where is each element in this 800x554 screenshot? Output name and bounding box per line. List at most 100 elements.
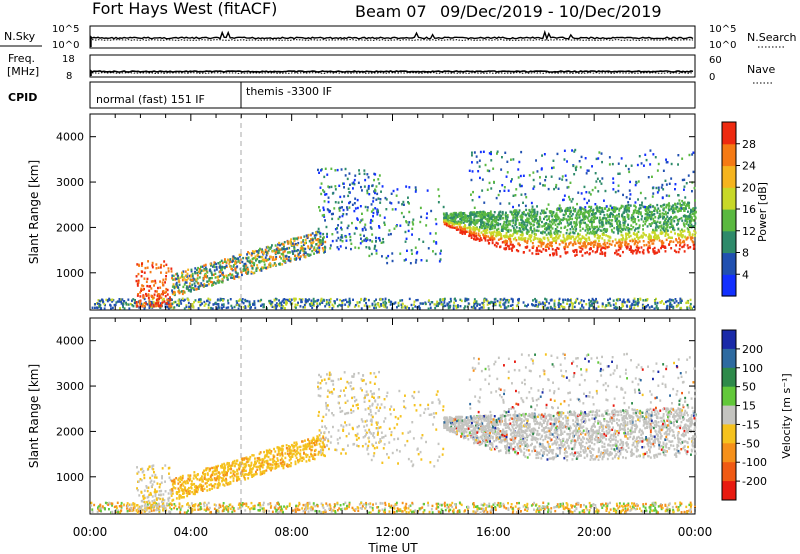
scatter-cell <box>222 509 225 512</box>
scatter-cell <box>510 240 513 244</box>
scatter-cell <box>293 299 296 302</box>
scatter-cell <box>522 223 525 226</box>
scatter-cell <box>490 222 493 225</box>
scatter-cell <box>358 169 360 172</box>
scatter-cell <box>156 294 159 298</box>
scatter-cell <box>222 305 225 308</box>
noise-right-tick-top: 10^5 <box>709 24 736 35</box>
scatter-cell <box>324 167 327 170</box>
colorbar-tick-label: 4 <box>742 268 749 281</box>
scatter-cell <box>171 302 174 305</box>
scatter-cell <box>150 287 153 290</box>
scatter-cell <box>323 200 326 203</box>
scatter-cell <box>322 232 325 236</box>
scatter-cell <box>143 302 146 305</box>
scatter-cell <box>364 237 367 241</box>
scatter-cell <box>115 505 118 508</box>
scatter-cell <box>622 300 625 303</box>
scatter-cell <box>516 214 518 217</box>
scatter-cell <box>649 246 651 250</box>
scatter-cell <box>596 225 599 228</box>
scatter-cell <box>582 221 585 224</box>
scatter-cell <box>619 229 622 233</box>
scatter-cell <box>197 300 200 304</box>
scatter-cell <box>566 251 569 254</box>
scatter-cell <box>310 299 313 302</box>
scatter-cell <box>632 226 635 229</box>
scatter-cell <box>492 219 494 222</box>
scatter-cell <box>612 210 615 213</box>
scatter-cell <box>150 305 153 309</box>
scatter-cell <box>628 300 631 303</box>
scatter-cell <box>539 176 541 179</box>
scatter-cell <box>432 240 435 243</box>
scatter-cell <box>582 244 585 248</box>
scatter-cell <box>302 249 305 253</box>
scatter-cell <box>579 225 582 229</box>
scatter-cell <box>416 298 419 302</box>
scatter-cell <box>660 226 663 229</box>
scatter-cell <box>236 275 239 278</box>
scatter-cell <box>258 255 261 259</box>
scatter-cell <box>213 265 216 269</box>
scatter-cell <box>331 217 334 221</box>
scatter-cell <box>219 297 222 301</box>
scatter-cell <box>415 258 418 262</box>
scatter-cell <box>321 242 324 245</box>
scatter-cell <box>434 306 437 310</box>
scatter-cell <box>405 220 407 223</box>
scatter-cell <box>286 240 289 243</box>
scatter-cell <box>627 223 629 226</box>
scatter-cell <box>671 236 673 239</box>
scatter-cell <box>539 212 542 215</box>
scatter-cell <box>366 191 369 195</box>
scatter-cell <box>569 222 572 226</box>
scatter-cell <box>574 148 577 152</box>
scatter-cell <box>534 300 537 303</box>
scatter-cell <box>588 248 591 251</box>
scatter-cell <box>349 235 352 239</box>
scatter-cell <box>155 267 158 270</box>
scatter-cell <box>488 217 491 220</box>
scatter-cell <box>475 301 477 304</box>
scatter-cell <box>551 215 554 218</box>
scatter-cell <box>457 215 460 218</box>
scatter-cell <box>623 216 626 219</box>
scatter-cell <box>470 218 473 221</box>
scatter-cell <box>215 262 217 266</box>
scatter-cell <box>202 279 205 282</box>
scatter-cell <box>330 185 333 189</box>
scatter-cell <box>671 224 674 228</box>
scatter-cell <box>200 282 203 285</box>
scatter-cell <box>172 274 175 278</box>
scatter-cell <box>517 212 520 215</box>
scatter-cell <box>598 209 601 213</box>
scatter-cell <box>652 238 655 242</box>
scatter-cell <box>448 301 451 304</box>
scatter-cell <box>592 215 595 218</box>
scatter-cell <box>242 302 245 305</box>
scatter-cell <box>508 222 510 226</box>
scatter-cell <box>169 298 172 302</box>
scatter-cell <box>418 307 421 310</box>
scatter-cell <box>456 226 458 229</box>
scatter-cell <box>536 210 539 214</box>
scatter-cell <box>617 248 620 252</box>
scatter-cell <box>294 298 297 301</box>
scatter-cell <box>323 245 326 249</box>
scatter-cell <box>605 219 608 222</box>
scatter-cell <box>296 243 299 247</box>
scatter-cell <box>637 215 639 219</box>
scatter-cell <box>445 222 448 226</box>
scatter-cell <box>486 188 489 191</box>
scatter-cell <box>244 299 247 303</box>
scatter-cell <box>222 273 225 276</box>
scatter-cell <box>618 238 621 242</box>
scatter-cell <box>584 217 586 220</box>
scatter-cell <box>245 264 248 267</box>
scatter-cell <box>614 206 617 209</box>
scatter-cell <box>627 207 629 210</box>
scatter-cell <box>460 229 463 232</box>
scatter-cell <box>542 302 545 306</box>
scatter-cell <box>625 241 628 244</box>
